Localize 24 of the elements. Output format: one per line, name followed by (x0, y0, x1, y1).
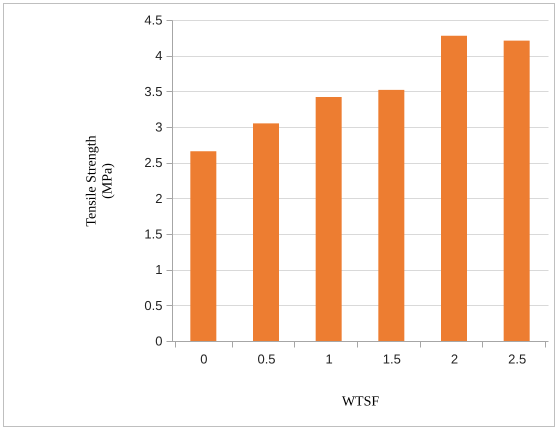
y-tick-label: 4.5 (144, 12, 162, 28)
y-tick-label: 2 (155, 190, 162, 206)
bar (378, 90, 404, 341)
x-tick-label: 0.5 (257, 352, 276, 366)
bar (504, 40, 530, 341)
y-tick-label: 3 (155, 120, 162, 134)
y-tick-label: 1.5 (144, 226, 162, 242)
bar (190, 151, 216, 341)
bar (316, 97, 342, 341)
x-tick-label: 2.5 (508, 352, 526, 366)
x-tick-label: 2 (450, 352, 458, 366)
y-tick-label: 0.5 (144, 298, 162, 313)
y-tick-label: 0 (155, 334, 162, 348)
x-tick-label: 1.5 (382, 352, 401, 366)
x-tick-label: 0 (200, 352, 208, 366)
x-axis-title: WTSF (342, 394, 380, 410)
bar (441, 36, 467, 341)
y-tick-label: 4 (155, 48, 162, 64)
y-tick-label: 2.5 (144, 155, 162, 170)
y-tick-label: 3.5 (144, 84, 162, 99)
bar (253, 123, 279, 341)
y-tick-label: 1 (155, 262, 162, 278)
x-tick-label: 1 (326, 352, 333, 366)
y-axis-title: Tensile Strength (MPa) (84, 135, 116, 227)
